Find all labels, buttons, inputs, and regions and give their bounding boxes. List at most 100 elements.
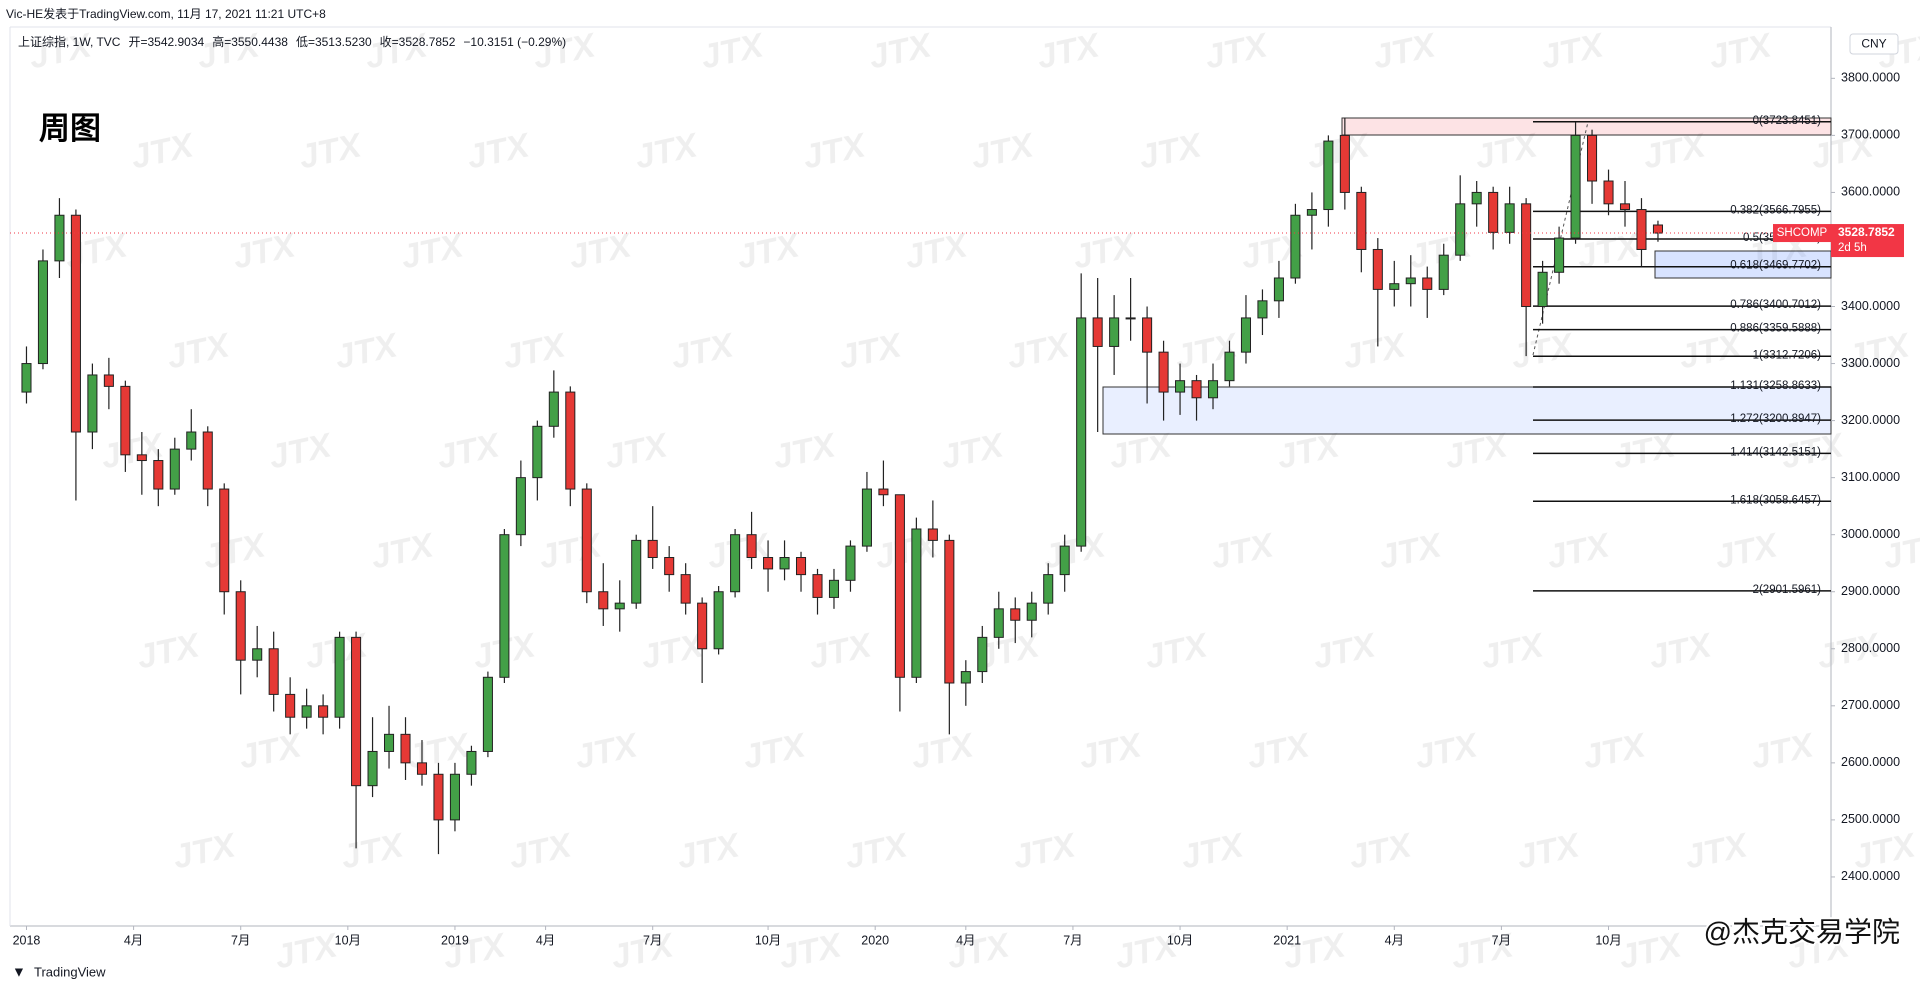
- candle-body: [1010, 608, 1021, 621]
- candle-body: [664, 557, 675, 576]
- candle-body: [1339, 134, 1350, 193]
- y-tick-label: 2500.0000: [1841, 812, 1900, 826]
- watermark: JTX: [1538, 26, 1609, 77]
- watermark: JTX: [1310, 626, 1381, 677]
- candle-body: [1554, 237, 1565, 273]
- candle-body: [103, 374, 114, 387]
- y-tick-label: 3700.0000: [1841, 128, 1900, 142]
- candle-body: [1175, 380, 1186, 393]
- candle-body: [153, 460, 164, 490]
- watermark: JTX: [1370, 26, 1441, 77]
- fib-level-label: 1(3312.7206): [1753, 349, 1822, 361]
- candle-body: [993, 608, 1004, 638]
- legend-item: 低=3513.5230: [296, 35, 372, 49]
- watermark: JTX: [842, 826, 913, 877]
- candle-body: [1537, 271, 1548, 308]
- candle-body: [1207, 380, 1219, 399]
- candle-body: [466, 750, 477, 775]
- watermark: JTX: [194, 26, 265, 77]
- y-tick-label: 3200.0000: [1841, 413, 1900, 427]
- watermark: JTX: [266, 426, 337, 477]
- watermark: JTX: [740, 726, 811, 777]
- candle-body: [763, 557, 774, 570]
- candle-body: [1619, 203, 1631, 211]
- watermark: JTX: [404, 726, 475, 777]
- y-tick-label: 3000.0000: [1841, 527, 1900, 541]
- fib-level-label: 0.786(3400.7012): [1730, 299, 1821, 311]
- watermark: JTX: [602, 426, 673, 477]
- watermark: JTX: [776, 926, 847, 977]
- candle-body: [631, 539, 642, 604]
- watermark: JTX: [1682, 826, 1753, 877]
- watermark: JTX: [572, 726, 643, 777]
- legend-item: 高=3550.4438: [212, 34, 288, 49]
- watermark: JTX: [938, 426, 1009, 477]
- fib-level-label: 0.382(3566.7955): [1730, 204, 1821, 216]
- fib-level-label: 1.414(3142.5151): [1730, 446, 1821, 458]
- candle-body: [400, 733, 411, 764]
- y-tick-label: 2700.0000: [1841, 698, 1900, 712]
- candle-body: [795, 557, 807, 576]
- watermark: JTX: [944, 926, 1015, 977]
- x-tick-label: 2019: [441, 933, 469, 947]
- y-tick-label: 3400.0000: [1841, 299, 1900, 313]
- watermark: JTX: [398, 226, 469, 277]
- header: Vic-HE发表于TradingView.com, 11月 17, 2021 1…: [6, 6, 326, 21]
- candle-body: [252, 648, 263, 661]
- legend-item: 开=3542.9034: [128, 35, 204, 49]
- candle-body: [37, 260, 48, 365]
- watermark: JTX: [530, 26, 601, 77]
- watermark: JTX: [506, 826, 577, 877]
- candle-body: [581, 488, 592, 593]
- x-tick-label: 2021: [1273, 933, 1301, 947]
- watermark: JTX: [1574, 226, 1645, 277]
- watermark: JTX: [134, 626, 205, 677]
- watermark: JTX: [1340, 326, 1411, 377]
- watermark: JTX: [170, 826, 241, 877]
- candle-body: [202, 431, 213, 490]
- watermark: JTX: [296, 126, 367, 177]
- candle-body: [1142, 317, 1153, 353]
- x-tick-label: 4月: [956, 933, 975, 947]
- candle-body: [1356, 191, 1367, 250]
- price-tag-countdown: 2d 5h: [1838, 242, 1867, 254]
- price-tag-bg: [1831, 224, 1904, 258]
- candle-body: [235, 591, 246, 661]
- candle-body: [301, 705, 312, 718]
- candle-body: [334, 636, 345, 718]
- y-tick-label: 2400.0000: [1841, 869, 1900, 883]
- candle-body: [21, 363, 32, 393]
- x-tick-label: 2020: [861, 933, 889, 947]
- fib-level-label: 2(2901.5961): [1753, 584, 1822, 596]
- watermark: JTX: [536, 526, 607, 577]
- y-tick-label: 2800.0000: [1841, 641, 1900, 655]
- candle-body: [1405, 277, 1416, 285]
- watermark: JTX: [668, 326, 739, 377]
- candle-body: [680, 574, 691, 604]
- x-tick-label: 4月: [124, 933, 143, 947]
- candle-body: [1570, 134, 1581, 239]
- candle-body: [70, 214, 81, 433]
- candle-body: [285, 693, 296, 718]
- candle-body: [169, 448, 180, 490]
- candle-body: [861, 488, 872, 547]
- candle-body: [54, 214, 65, 262]
- watermark: JTX: [434, 426, 505, 477]
- candle-body: [927, 528, 938, 541]
- candle-body: [878, 488, 889, 496]
- x-tick-label: 4月: [536, 933, 555, 947]
- candle-body: [1191, 380, 1202, 399]
- candle-body: [1043, 574, 1054, 604]
- candle-body: [1438, 254, 1449, 290]
- candle-body: [1257, 300, 1268, 319]
- candle-body: [1026, 602, 1037, 621]
- candle-body: [268, 648, 279, 695]
- watermark: JTX: [968, 126, 1039, 177]
- y-tick-label: 3600.0000: [1841, 185, 1900, 199]
- watermark: JTX: [698, 26, 769, 77]
- candle-body: [894, 494, 905, 678]
- candle-body: [911, 528, 922, 678]
- watermark: JTX: [800, 126, 871, 177]
- candle-body: [1323, 140, 1334, 211]
